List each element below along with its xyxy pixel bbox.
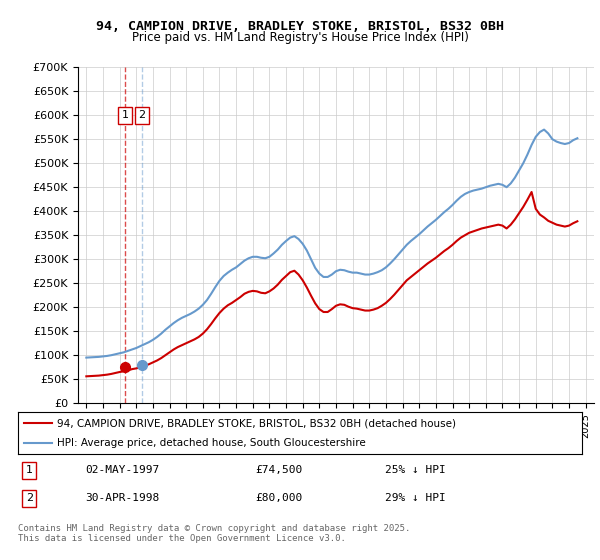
Text: Price paid vs. HM Land Registry's House Price Index (HPI): Price paid vs. HM Land Registry's House … <box>131 31 469 44</box>
Text: 25% ↓ HPI: 25% ↓ HPI <box>385 465 445 475</box>
Text: £80,000: £80,000 <box>255 493 302 503</box>
Text: Contains HM Land Registry data © Crown copyright and database right 2025.
This d: Contains HM Land Registry data © Crown c… <box>18 524 410 543</box>
Text: 94, CAMPION DRIVE, BRADLEY STOKE, BRISTOL, BS32 0BH: 94, CAMPION DRIVE, BRADLEY STOKE, BRISTO… <box>96 20 504 32</box>
Text: 1: 1 <box>122 110 128 120</box>
Text: 2: 2 <box>138 110 145 120</box>
Text: 1: 1 <box>26 465 33 475</box>
Text: 30-APR-1998: 30-APR-1998 <box>86 493 160 503</box>
Text: £74,500: £74,500 <box>255 465 302 475</box>
Text: 02-MAY-1997: 02-MAY-1997 <box>86 465 160 475</box>
Text: 94, CAMPION DRIVE, BRADLEY STOKE, BRISTOL, BS32 0BH (detached house): 94, CAMPION DRIVE, BRADLEY STOKE, BRISTO… <box>58 418 457 428</box>
Text: 29% ↓ HPI: 29% ↓ HPI <box>385 493 445 503</box>
Text: HPI: Average price, detached house, South Gloucestershire: HPI: Average price, detached house, Sout… <box>58 438 366 448</box>
Text: 2: 2 <box>26 493 33 503</box>
